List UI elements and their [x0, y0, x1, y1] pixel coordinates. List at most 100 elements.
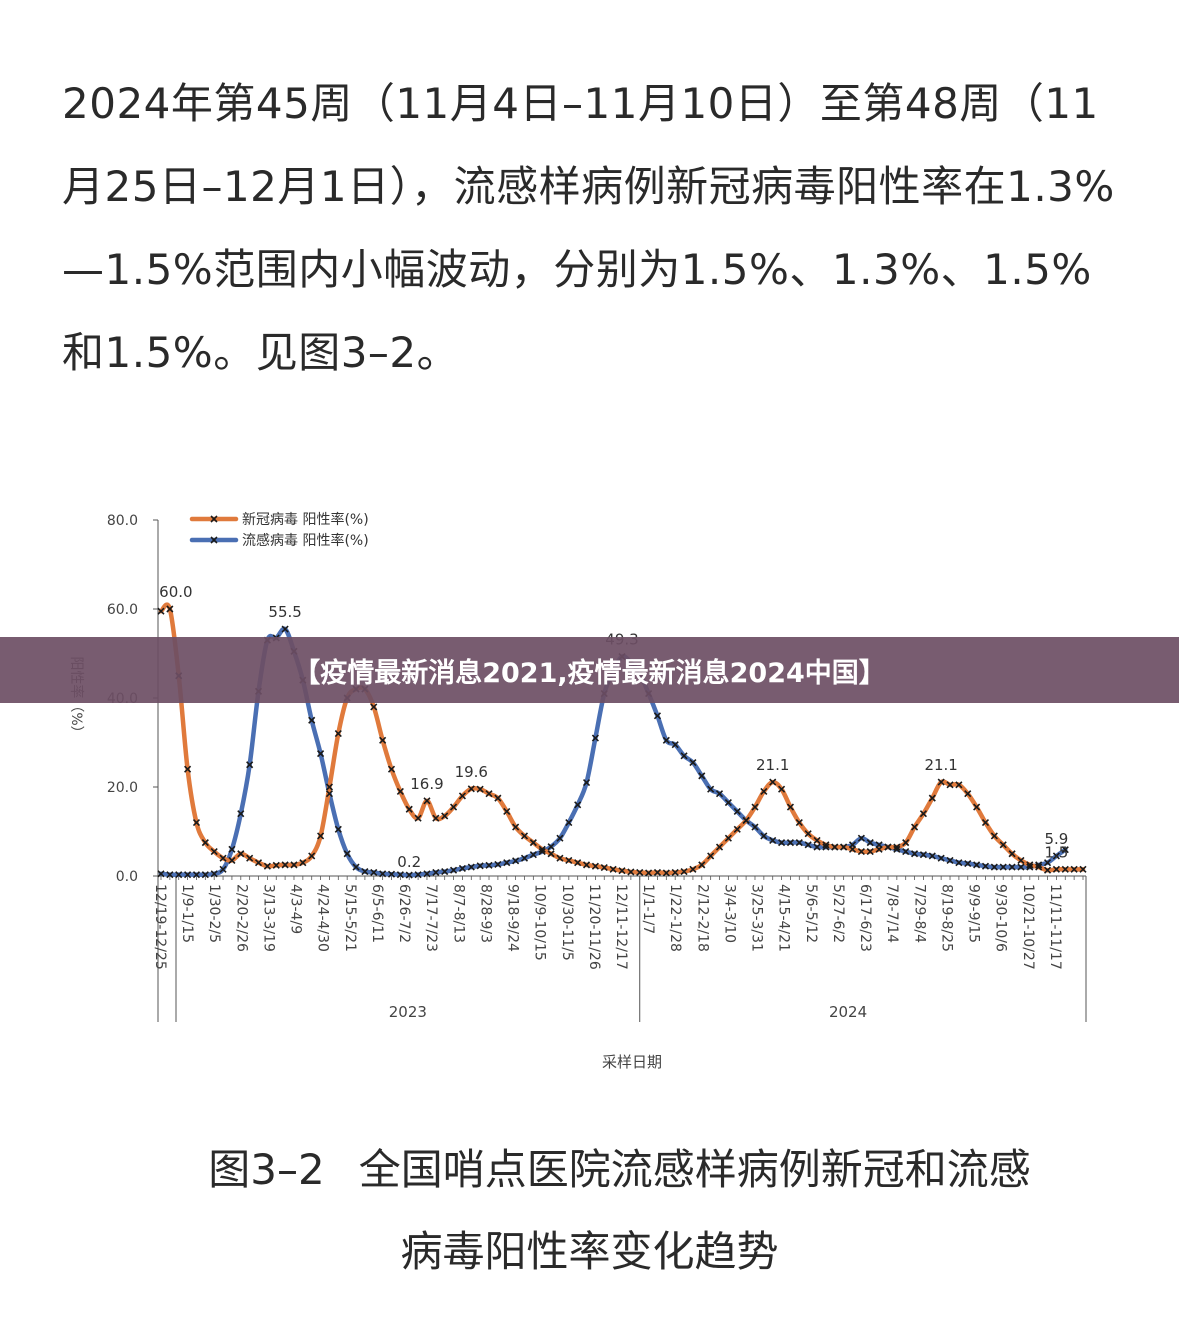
covid-data-point	[396, 787, 404, 796]
x-tick-label: 8/28-9/3	[477, 884, 493, 943]
covid-data-point	[627, 868, 635, 876]
covid-data-point	[272, 861, 280, 869]
flu-data-point	[414, 871, 422, 879]
flu-data-point	[494, 860, 502, 868]
x-tick-label: 9/18-9/24	[505, 884, 521, 952]
flu-data-point	[175, 871, 183, 879]
covid-data-point	[671, 868, 679, 877]
flu-data-point	[396, 871, 404, 879]
flu-data-point	[423, 870, 431, 878]
flu-data-point	[467, 863, 475, 871]
data-label: 60.0	[159, 583, 192, 601]
flu-data-point	[715, 790, 724, 798]
flu-data-point	[1043, 859, 1052, 867]
data-label: 5.9	[1044, 830, 1068, 848]
flu-data-point	[538, 847, 546, 856]
flu-data-point	[157, 870, 165, 878]
covid-data-point	[423, 797, 431, 805]
flu-data-point	[370, 868, 378, 877]
covid-data-point	[981, 819, 990, 827]
flu-data-point	[308, 716, 316, 724]
covid-data-point	[405, 805, 413, 813]
covid-data-point	[724, 834, 732, 842]
x-tick-label: 4/24-4/30	[315, 884, 331, 952]
flu-data-point	[565, 819, 573, 827]
covid-data-point	[565, 856, 573, 864]
covid-data-point	[529, 839, 537, 847]
covid-data-point	[512, 823, 520, 831]
x-tick-label: 7/17-7/23	[423, 884, 439, 952]
flu-data-point	[680, 752, 688, 760]
covid-data-point	[636, 868, 644, 877]
flu-data-point	[520, 854, 529, 862]
covid-data-point	[760, 787, 768, 796]
covid-data-point	[210, 847, 218, 856]
flu-data-point	[201, 871, 209, 879]
figure-caption-text: 全国哨点医院流感样病例新冠和流感	[358, 1145, 1031, 1194]
flu-data-point	[1035, 861, 1043, 869]
x-tick-label: 7/29-8/4	[911, 884, 927, 943]
flu-data-point	[325, 790, 334, 798]
flu-data-point	[334, 825, 342, 833]
year-group-label: 2024	[829, 1003, 867, 1021]
flu-data-point	[582, 778, 591, 787]
flu-data-point	[556, 834, 564, 842]
covid-data-point	[813, 836, 821, 844]
flu-data-point	[653, 712, 662, 720]
covid-data-point	[1008, 850, 1016, 858]
covid-data-point	[547, 850, 555, 858]
x-tick-label: 9/9-9/15	[966, 884, 982, 943]
covid-data-point	[281, 861, 289, 869]
chart-data-labels: 60.055.50.216.919.649.321.121.15.91.5	[159, 583, 1068, 871]
headline-banner: 【疫情最新消息2021,疫情最新消息2024中国】	[0, 637, 1179, 703]
covid-data-point	[715, 843, 724, 851]
flu-data-point	[361, 867, 369, 876]
x-tick-label: 7/8-7/14	[884, 884, 900, 943]
flu-data-point	[733, 807, 741, 816]
covid-data-point	[778, 785, 786, 793]
covid-data-point	[441, 812, 449, 820]
covid-data-point	[1017, 856, 1025, 864]
covid-data-point	[1061, 865, 1069, 873]
covid-data-point	[928, 794, 936, 802]
covid-data-point	[184, 765, 192, 773]
x-tick-label: 1/1-1/7	[640, 884, 656, 934]
covid-data-point	[866, 847, 874, 856]
flu-data-point	[441, 867, 449, 876]
x-tick-label: 5/15-5/21	[342, 884, 358, 952]
covid-data-point	[228, 856, 236, 864]
flu-data-point	[662, 736, 670, 744]
covid-data-point	[910, 823, 919, 831]
covid-data-point	[334, 730, 342, 738]
covid-data-point	[1035, 863, 1043, 871]
covid-data-point	[884, 843, 892, 851]
flu-data-point	[964, 859, 972, 868]
flu-data-point	[1026, 863, 1034, 871]
flu-data-point	[485, 861, 493, 869]
covid-data-point	[857, 847, 865, 856]
flu-data-point	[937, 854, 945, 862]
covid-data-point	[999, 841, 1007, 849]
covid-data-point	[458, 792, 466, 800]
flu-data-point	[804, 841, 812, 849]
flu-data-point	[512, 857, 520, 865]
covid-data-point	[254, 859, 263, 867]
covid-data-point	[937, 778, 945, 786]
covid-data-point	[689, 865, 697, 873]
covid-data-point	[973, 803, 981, 811]
flu-data-point	[458, 864, 466, 873]
y-tick-label: 0.0	[116, 869, 138, 885]
covid-data-point	[201, 839, 209, 847]
flu-data-point	[778, 839, 786, 847]
covid-data-point	[955, 781, 963, 789]
flu-data-point	[317, 750, 325, 758]
flu-data-point	[476, 862, 484, 870]
covid-data-point	[840, 843, 848, 851]
covid-data-point	[600, 863, 608, 872]
covid-data-point	[733, 825, 741, 833]
flu-data-point	[928, 852, 936, 860]
covid-data-point	[387, 765, 396, 773]
legend-label: 新冠病毒 阳性率(%)	[242, 511, 369, 528]
flu-data-point	[1017, 863, 1025, 871]
data-label: 1.5	[1044, 843, 1068, 861]
